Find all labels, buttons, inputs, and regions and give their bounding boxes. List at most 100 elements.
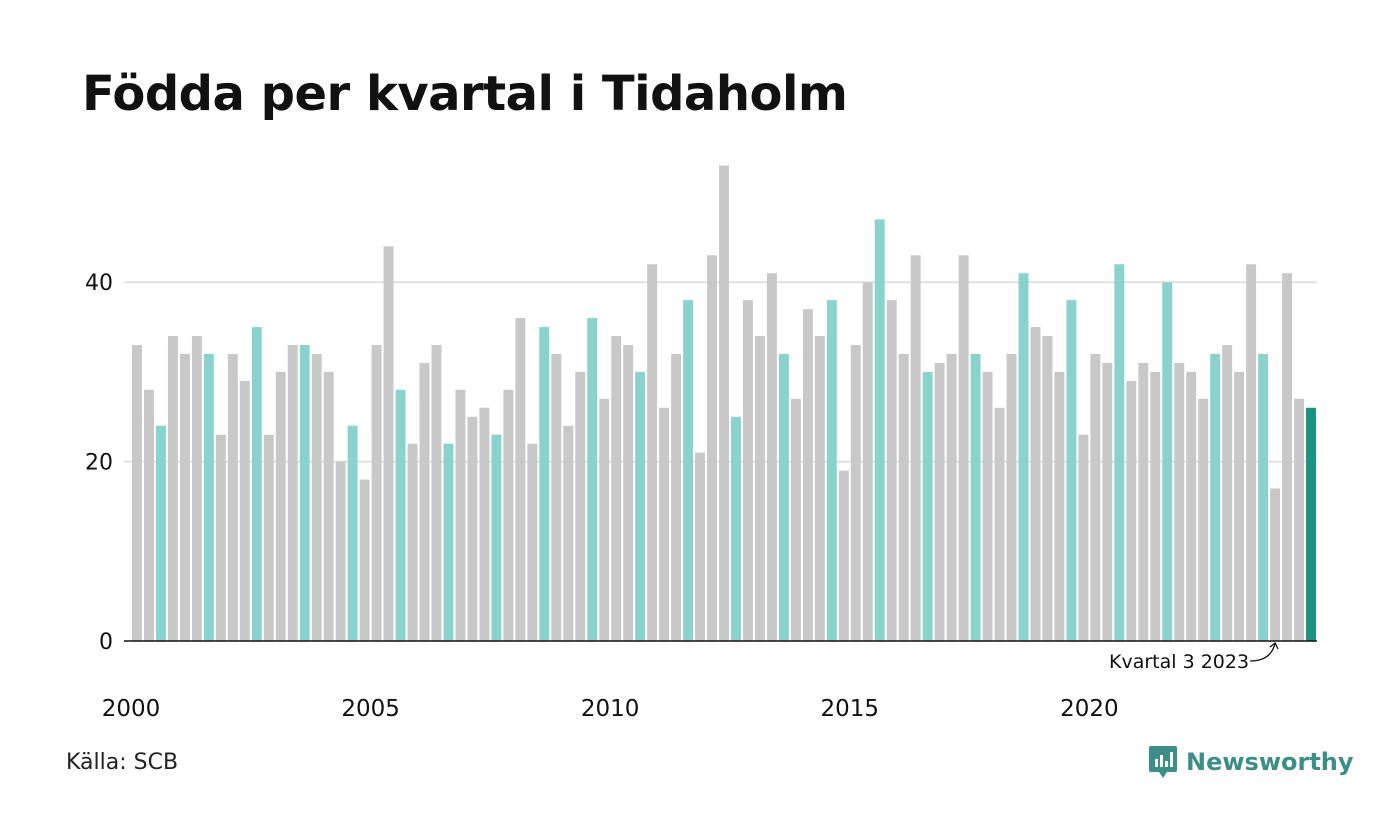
bar-2002-q4 [263,434,274,641]
bar-2010-q2 [623,344,634,641]
bar-2013-q2 [766,273,777,641]
bar-2018-q1 [994,407,1005,641]
bar-2010-q3 [635,371,646,641]
bar-2022-q4 [1222,344,1233,641]
bar-2018-q2 [1006,353,1017,641]
x-tick-label-2020: 2020 [1060,696,1119,722]
bar-2021-q1 [1138,362,1149,641]
bar-2024-q3 [1306,407,1316,641]
annotation-label: Kvartal 3 2023 [1109,651,1249,673]
bar-2018-q4 [1030,327,1041,641]
bar-2017-q1 [946,353,957,641]
bar-2011-q3 [683,300,694,641]
bar-2020-q2 [1102,362,1113,641]
bar-2023-q3 [1258,353,1269,641]
chart-title: Födda per kvartal i Tidaholm [82,66,848,122]
bar-2000-q3 [155,425,166,641]
bar-2007-q1 [467,416,478,641]
bar-2014-q2 [814,336,825,641]
newsworthy-logo[interactable]: Newsworthy [1148,744,1354,780]
bar-2016-q2 [910,255,921,642]
bar-2008-q4 [551,353,562,641]
bar-2023-q1 [1234,371,1245,641]
x-axis-tick-labels: 2000 2005 2010 2015 2020 [102,696,1119,722]
bar-2023-q4 [1270,488,1281,641]
bar-2019-q3 [1066,300,1077,641]
bar-2019-q1 [1042,336,1053,641]
bar-2017-q3 [970,353,981,641]
bar-2015-q3 [874,219,885,641]
bar-2001-q2 [191,336,202,641]
bars [132,165,1316,642]
bar-2015-q4 [886,300,897,641]
bar-2001-q4 [215,434,226,641]
bar-2012-q1 [707,255,717,642]
bar-2013-q1 [754,336,765,641]
bar-2016-q3 [922,371,933,641]
bar-2021-q3 [1162,282,1173,641]
bar-2013-q4 [790,398,801,641]
bar-2004-q4 [359,479,370,641]
bar-2003-q1 [275,371,286,641]
bar-2015-q1 [850,344,861,641]
bar-2017-q2 [958,255,969,642]
x-tick-label-2010: 2010 [581,696,640,722]
bar-2006-q2 [431,344,442,641]
bar-2020-q4 [1126,380,1137,641]
bar-2014-q4 [838,470,849,641]
bar-2006-q3 [443,443,454,641]
bar-2013-q3 [778,353,789,641]
bar-2011-q2 [671,353,682,641]
bar-2001-q3 [203,353,214,641]
bar-2016-q4 [934,362,945,641]
bar-2012-q4 [742,300,753,641]
bar-2002-q1 [227,353,238,641]
bar-2004-q3 [347,425,358,641]
bar-2008-q1 [515,318,526,641]
bar-2012-q2 [719,165,729,641]
bar-2007-q3 [491,434,502,641]
bar-2018-q3 [1018,273,1029,641]
bar-2011-q1 [659,407,670,641]
bar-2014-q3 [826,300,837,641]
y-tick-label-40: 40 [85,271,113,296]
bar-2000-q1 [132,344,142,641]
bar-2010-q1 [611,336,622,641]
bar-2003-q3 [299,344,310,641]
bar-2005-q1 [371,344,382,641]
bar-2004-q2 [335,461,346,641]
source-label: Källa: SCB [66,750,179,775]
x-tick-label-2000: 2000 [102,696,161,722]
bar-2008-q3 [539,327,550,641]
bar-2009-q4 [599,398,610,641]
bar-2010-q4 [647,264,658,641]
newsworthy-logo-icon [1149,746,1177,778]
bar-2007-q4 [503,389,514,641]
bar-2022-q2 [1198,398,1209,641]
bar-2015-q2 [862,282,873,641]
bar-2020-q3 [1114,264,1125,641]
bar-2017-q4 [982,371,993,641]
bar-2006-q4 [455,389,466,641]
y-tick-label-20: 20 [85,451,113,476]
bar-2012-q3 [731,416,741,641]
bar-2014-q1 [802,309,813,641]
bar-2003-q2 [287,344,298,641]
logo-text: Newsworthy [1186,748,1354,776]
bar-2004-q1 [323,371,334,641]
bar-2002-q3 [251,327,262,641]
bar-2006-q1 [419,362,430,641]
bar-2009-q1 [563,425,574,641]
bar-2022-q1 [1186,371,1197,641]
bar-2000-q4 [167,336,178,641]
bar-2003-q4 [311,353,322,641]
y-tick-label-0: 0 [99,630,113,655]
bar-2008-q2 [527,443,538,641]
x-tick-label-2015: 2015 [821,696,880,722]
bar-2019-q2 [1054,371,1065,641]
x-tick-label-2005: 2005 [341,696,400,722]
bar-2009-q2 [575,371,586,641]
latest-value-annotation: Kvartal 3 2023 [1109,641,1279,673]
bar-2023-q2 [1246,264,1257,641]
